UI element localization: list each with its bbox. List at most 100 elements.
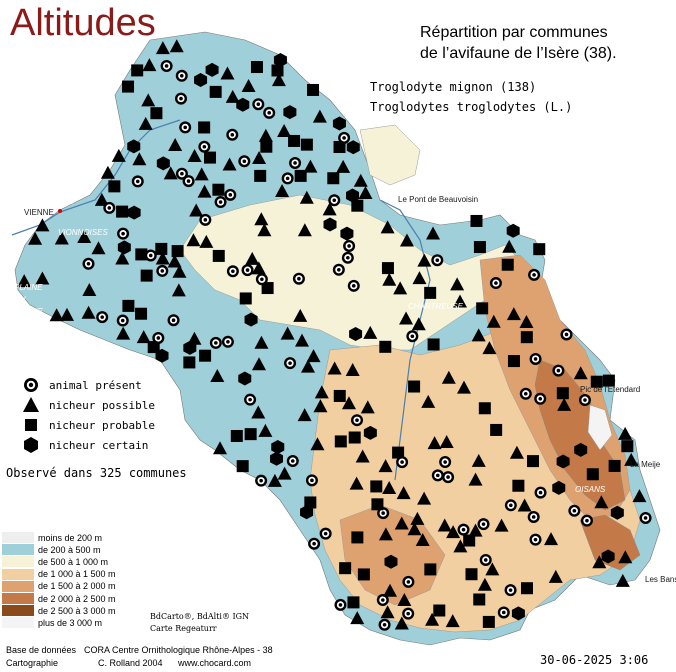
possible-breeder-marker [450,277,465,291]
animal-present-marker [255,474,268,487]
animal-present-marker [244,393,257,406]
altitude-swatch [2,556,34,568]
possible-breeder-marker [421,394,436,408]
possible-breeder-marker [245,251,260,265]
animal-present-marker [347,279,360,292]
possible-breeder-marker [312,109,327,123]
possible-breeder-marker [210,368,225,382]
animal-present-marker [396,456,409,469]
possible-breeder-marker [471,453,486,467]
place-label: PLAINE DU RHONE [14,283,43,316]
footer-carto-label: Cartographie [6,658,59,668]
certain-breeder-marker [556,454,570,469]
possible-breeder-marker [186,233,201,247]
animal-present-marker [175,69,188,82]
probable-breeder-marker [556,387,569,400]
possible-breeder-marker [485,562,500,576]
possible-breeder-marker [35,271,50,285]
possible-breeder-marker [136,330,151,344]
possible-breeder-marker [509,445,524,459]
possible-breeder-marker [382,272,397,286]
possible-breeder-marker [299,190,314,204]
probable-breeder-marker [250,61,263,74]
animal-present-marker [182,175,195,188]
possible-breeder-marker [358,186,373,200]
possible-breeder-marker [441,370,456,384]
possible-breeder-marker [345,362,360,376]
probable-breeder-marker [108,180,121,193]
probable-breeder-marker [526,455,539,468]
certain-breeder-marker [511,606,525,621]
possible-breeder-marker [399,233,414,247]
probable-breeder-marker [171,245,184,258]
probable-breeder-marker [433,604,446,617]
animal-present-marker [343,239,356,252]
probable-breeder-marker [427,338,440,351]
certain-breeder-marker [332,116,346,131]
animal-present-marker [152,331,165,344]
probable-breeder-marker [236,460,249,473]
altitude-scale-row: de 200 à 500 m [2,543,101,556]
vienne-marker [58,209,62,213]
animal-present-marker [308,537,321,550]
altitude-label: de 1 500 à 2 000 m [38,581,116,592]
animal-present-marker [175,92,188,105]
observed-count: Observé dans 325 communes [6,466,187,480]
possible-breeder-marker [393,281,408,295]
animal-present-marker [534,392,547,405]
possible-breeder-marker [425,612,440,626]
possible-breeder-marker [155,41,170,55]
animal-present-marker [334,598,347,611]
probable-breeder-marker [288,134,301,147]
possible-breeder-marker [360,400,375,414]
animal-present-marker [224,188,237,201]
possible-breeder-marker [168,137,183,151]
possible-breeder-marker [394,516,409,530]
possible-breeder-marker [363,325,378,339]
heading-line-2: de l’avifaune de l’Isère (38). [420,45,617,62]
possible-breeder-marker [172,264,187,278]
animal-present-marker [560,328,573,341]
possible-breeder-marker [220,66,235,80]
probable-breeder-marker [463,534,476,547]
probable-breeder-marker [473,241,486,254]
animal-present-marker [116,314,129,327]
animal-present-marker [263,106,276,119]
possible-breeder-marker [417,253,432,267]
possible-breeder-marker [411,317,426,331]
place-label: Pic de l'Etendard [580,385,641,394]
legend-label: nicheur possible [49,398,155,412]
possible-breeder-marker [417,491,432,505]
possible-breeder-marker [197,184,212,198]
animal-present-marker [341,251,354,264]
heading-line-1: Répartition par communes [420,24,608,41]
altitude-swatch [2,593,34,604]
possible-breeder-marker [468,523,483,537]
animal-present-marker [214,196,227,209]
possible-breeder-marker [477,577,492,591]
possible-breeder-marker [355,449,370,463]
certain-breeder-marker [340,226,354,241]
possible-breeder-marker [116,326,131,340]
footer-url-link[interactable]: www.chocard.com [178,658,252,668]
probable-breeder-marker [602,374,615,387]
probable-breeder-marker [116,205,129,218]
possible-breeder-marker [397,592,412,606]
certain-breeder-marker [552,480,566,495]
animal-present-marker [292,272,305,285]
possible-breeder-marker [277,466,292,480]
legend-label: nicheur probable [49,418,155,432]
possible-breeder-marker [322,202,337,216]
possible-breeder-marker [310,437,325,451]
possible-breeder-marker [624,452,639,466]
possible-breeder-marker [35,218,50,232]
possible-breeder-marker [350,611,365,625]
species-latin-name: Troglodytes troglodytes (L.) [370,100,573,114]
map-credit-2: Carte Regeaturr [150,624,217,633]
certain-breeder-marker [156,156,170,171]
probable-breeder-marker [501,258,514,271]
map-heading: Répartition par communes de l’avifaune d… [420,22,617,64]
probable-breeder-marker [261,282,274,295]
animal-present-marker [289,156,302,169]
place-label: OISANS [575,485,606,494]
